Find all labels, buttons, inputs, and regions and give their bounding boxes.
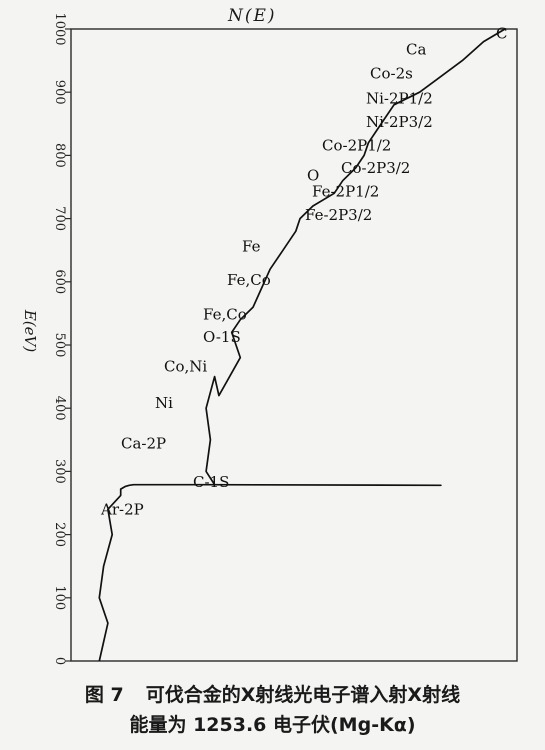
y-tick-label: 500	[52, 333, 67, 358]
peak-label: Co-2P3/2	[341, 159, 410, 177]
peak-label: Ca	[406, 40, 426, 58]
peak-label: Ni-2P1/2	[366, 90, 433, 108]
peak-label: Ar-2P	[100, 500, 144, 518]
plot-frame	[70, 28, 518, 662]
y-tick-label: 0	[52, 657, 67, 665]
figure-caption-line-1: 图 7 可伐合金的X射线光电子谱入射X射线	[0, 680, 545, 707]
spectrum-curve	[98, 28, 506, 662]
peak-label: Co,Ni	[164, 358, 207, 376]
peak-label: C-1S	[193, 473, 229, 491]
y-tick-label: 100	[52, 585, 67, 610]
caption-text-1: 可伐合金的X射线光电子谱入射X射线	[145, 684, 461, 706]
peak-label: Fe-2P3/2	[305, 206, 372, 224]
peak-label: Ni-2P3/2	[366, 113, 433, 131]
figure-caption-line-2: 能量为 1253.6 电子伏(Mg-Kα)	[129, 714, 416, 736]
y-axis-ticks: 0 100 200 300 400 500 600 700 800 900 1000	[52, 12, 71, 665]
peak-label: O	[307, 167, 319, 185]
y-tick-label: 300	[52, 459, 67, 484]
y-tick-label: 200	[52, 522, 67, 547]
peak-label: Co-2P1/2	[322, 136, 391, 154]
top-axis-label: N(E)	[228, 6, 277, 26]
y-tick-label: 900	[52, 80, 67, 105]
peak-label: C	[496, 24, 507, 42]
peak-label: Co-2s	[370, 64, 413, 82]
peak-label: O-1S	[203, 328, 241, 346]
peak-label: Ni	[155, 394, 173, 412]
peak-label: Fe	[242, 237, 261, 255]
y-tick-label: 800	[52, 143, 67, 168]
peak-label: Fe,Co	[227, 271, 271, 289]
y-axis-label: E(eV)	[21, 309, 39, 353]
peak-label: Ca-2P	[121, 435, 166, 453]
y-tick-label: 700	[52, 206, 67, 231]
peak-label: Fe-2P1/2	[312, 182, 379, 200]
y-tick-label: 1000	[52, 12, 67, 45]
peak-label: Fe,Co	[203, 306, 247, 324]
peak-annotations: C Ca Co-2s Ni-2P1/2 Ni-2P3/2 Co-2P1/2O Co-2P3/…	[100, 24, 507, 518]
y-tick-label: 400	[52, 396, 67, 421]
figure-number: 图 7	[84, 684, 124, 706]
y-tick-label: 600	[52, 269, 67, 294]
